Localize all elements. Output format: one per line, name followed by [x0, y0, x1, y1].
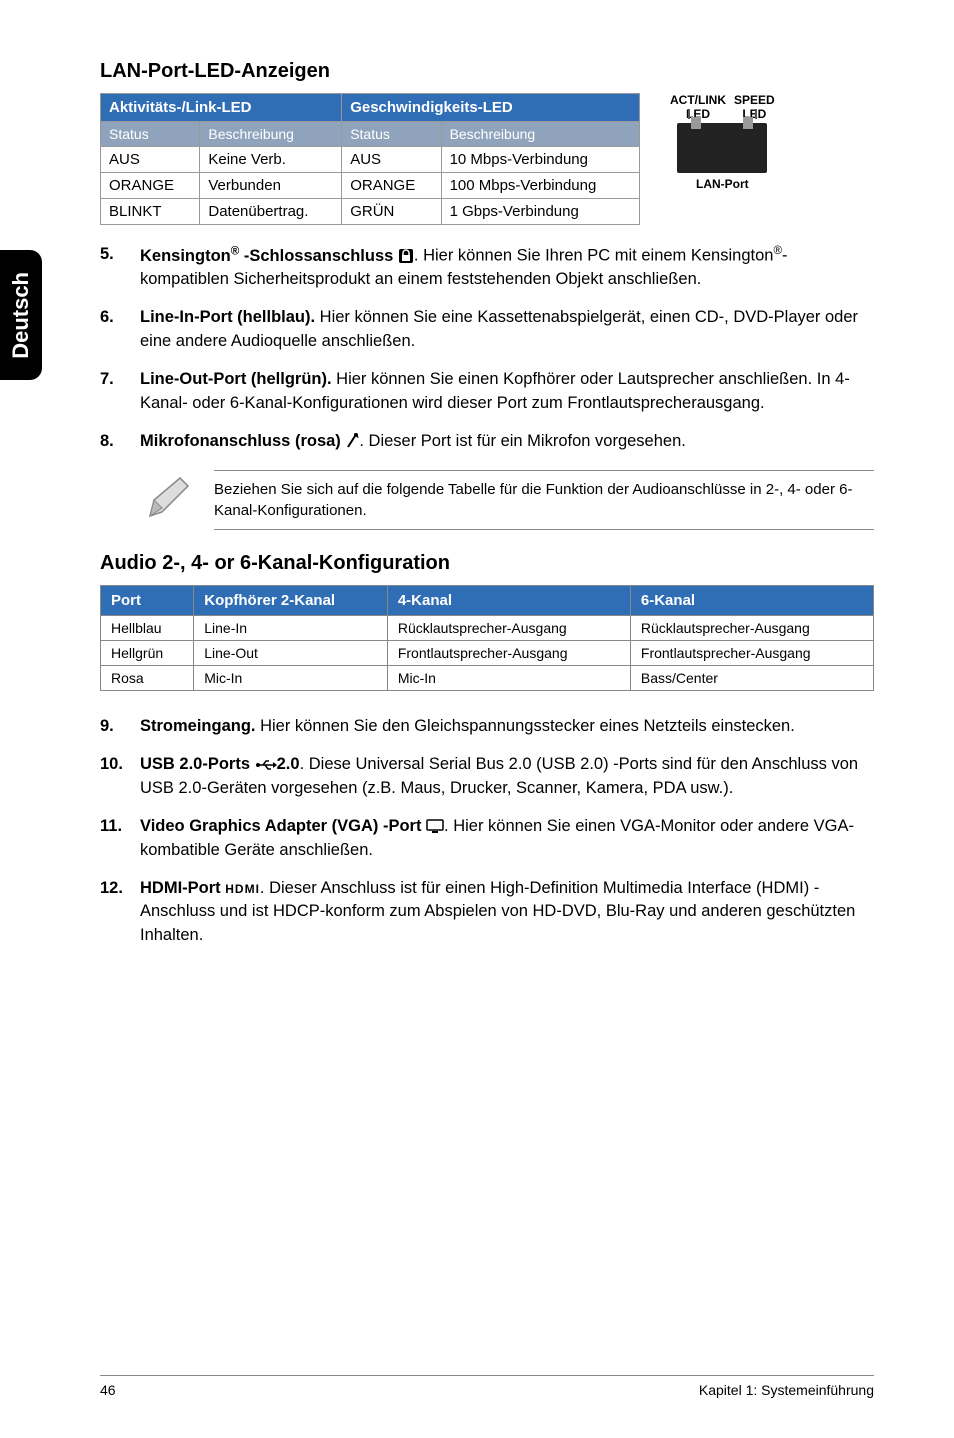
table-row: Rosa Mic-In Mic-In Bass/Center: [101, 665, 874, 690]
lan-row: Aktivitäts-/Link-LED Geschwindigkeits-LE…: [100, 93, 874, 225]
note: Beziehen Sie sich auf die folgende Tabel…: [140, 470, 874, 530]
table-row: AUS Keine Verb. AUS 10 Mbps-Verbindung: [101, 147, 640, 173]
audio-head-6k: 6-Kanal: [630, 585, 873, 615]
led-head-speed: Geschwindigkeits-LED: [342, 94, 640, 122]
chapter-label: Kapitel 1: Systemeinführung: [699, 1382, 874, 1398]
language-tab: Deutsch: [0, 250, 42, 380]
usb-icon: [255, 758, 277, 772]
footer: 46 Kapitel 1: Systemeinführung: [100, 1375, 874, 1398]
audio-table: Port Kopfhörer 2-Kanal 4-Kanal 6-Kanal H…: [100, 585, 874, 691]
list-item: 5. Kensington® -Schlossanschluss . Hier …: [100, 243, 874, 292]
list-item: 9. Stromeingang. Hier können Sie den Gle…: [100, 715, 874, 739]
led-sub-status1: Status: [101, 122, 200, 147]
language-tab-label: Deutsch: [8, 272, 34, 359]
mic-icon: [345, 433, 359, 451]
led-sub-desc2: Beschreibung: [441, 122, 639, 147]
feature-list-9-12: 9. Stromeingang. Hier können Sie den Gle…: [100, 715, 874, 948]
table-row: Hellblau Line-In Rücklautsprecher-Ausgan…: [101, 615, 874, 640]
led-sub-status2: Status: [342, 122, 441, 147]
lan-port-diagram: ACT/LINK LED SPEED LED LAN-Port: [670, 93, 775, 191]
actlink-label: ACT/LINK: [670, 93, 726, 107]
led-head-activity: Aktivitäts-/Link-LED: [101, 94, 342, 122]
pencil-icon: [140, 470, 196, 526]
list-item: 7. Line-Out-Port (hellgrün). Hier können…: [100, 368, 874, 416]
list-item: 8. Mikrofonanschluss (rosa) . Dieser Por…: [100, 430, 874, 454]
lock-icon: [398, 248, 414, 264]
speed-label: SPEED: [734, 93, 775, 107]
audio-head-port: Port: [101, 585, 194, 615]
led-sub-desc1: Beschreibung: [200, 122, 342, 147]
list-item: 11. Video Graphics Adapter (VGA) -Port .…: [100, 815, 874, 863]
audio-head-2k: Kopfhörer 2-Kanal: [194, 585, 388, 615]
lan-port-caption: LAN-Port: [670, 177, 775, 191]
table-row: Hellgrün Line-Out Frontlautsprecher-Ausg…: [101, 640, 874, 665]
page-number: 46: [100, 1382, 116, 1398]
note-text: Beziehen Sie sich auf die folgende Tabel…: [214, 470, 874, 530]
monitor-icon: [426, 819, 444, 833]
audio-head-4k: 4-Kanal: [387, 585, 630, 615]
lan-title: LAN-Port-LED-Anzeigen: [100, 60, 874, 83]
list-item: 10. USB 2.0-Ports 2.0. Diese Universal S…: [100, 753, 874, 801]
table-row: ORANGE Verbunden ORANGE 100 Mbps-Verbind…: [101, 173, 640, 199]
audio-title: Audio 2-, 4- or 6-Kanal-Konfiguration: [100, 552, 874, 575]
list-item: 6. Line-In-Port (hellblau). Hier können …: [100, 306, 874, 354]
hdmi-label: HDMI: [225, 882, 260, 896]
list-item: 12. HDMI-Port HDMI. Dieser Anschluss ist…: [100, 877, 874, 949]
feature-list-5-8: 5. Kensington® -Schlossanschluss . Hier …: [100, 243, 874, 454]
led-table: Aktivitäts-/Link-LED Geschwindigkeits-LE…: [100, 93, 640, 225]
table-row: BLINKT Datenübertrag. GRÜN 1 Gbps-Verbin…: [101, 199, 640, 225]
lan-connector-icon: [677, 123, 767, 173]
